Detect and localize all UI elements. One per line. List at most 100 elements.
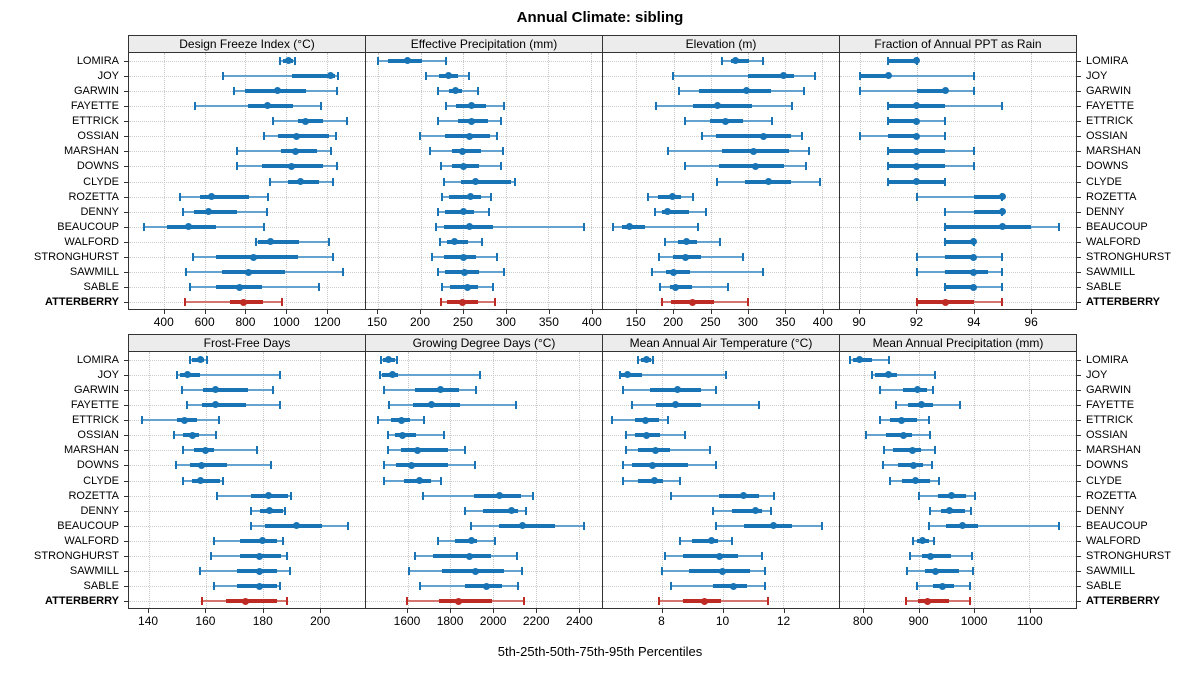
p5-p95-whisker bbox=[859, 74, 974, 77]
median-dot bbox=[650, 477, 658, 484]
whisker-cap bbox=[970, 552, 973, 561]
whisker-cap bbox=[191, 253, 194, 262]
median-dot bbox=[472, 567, 480, 575]
whisker-cap bbox=[491, 283, 494, 292]
whisker-cap bbox=[285, 597, 288, 606]
whisker-cap bbox=[670, 582, 673, 591]
y-tick-mark bbox=[124, 272, 128, 274]
x-tick-mark bbox=[377, 310, 379, 314]
y-tick-mark bbox=[124, 450, 128, 452]
median-dot bbox=[918, 537, 926, 545]
median-dot bbox=[715, 552, 723, 560]
whisker-cap bbox=[760, 552, 763, 561]
median-dot bbox=[682, 238, 690, 246]
median-dot bbox=[458, 298, 466, 306]
median-dot bbox=[459, 253, 467, 261]
site-label: ROZETTA bbox=[1086, 489, 1137, 502]
median-dot bbox=[913, 162, 921, 170]
p25-p75-bar bbox=[193, 209, 238, 214]
p5-p95-whisker bbox=[651, 271, 764, 274]
y-tick-mark bbox=[1077, 435, 1081, 437]
whisker-cap bbox=[944, 117, 947, 126]
site-label: WALFORD bbox=[1086, 235, 1141, 248]
median-dot bbox=[291, 147, 299, 155]
median-dot bbox=[899, 431, 907, 439]
whisker-cap bbox=[476, 86, 479, 95]
site-label: GARWIN bbox=[73, 84, 119, 97]
row-gridline bbox=[366, 450, 602, 452]
x-tick-label: 140 bbox=[138, 614, 159, 628]
whisker-cap bbox=[278, 400, 281, 409]
panel-frost-free-days: Frost-Free Days 140 160 180 200 bbox=[128, 334, 366, 631]
whisker-cap bbox=[933, 536, 936, 545]
site-label: WALFORD bbox=[1086, 534, 1141, 547]
median-dot bbox=[672, 283, 680, 291]
whisker-cap bbox=[912, 536, 915, 545]
median-dot bbox=[924, 597, 932, 605]
whisker-cap bbox=[582, 521, 585, 530]
p25-p75-bar bbox=[888, 134, 917, 139]
p25-p75-bar bbox=[461, 179, 511, 184]
y-tick-mark bbox=[1077, 272, 1081, 274]
median-dot bbox=[959, 522, 967, 530]
panel-plot bbox=[839, 352, 1077, 609]
site-label: STRONGHURST bbox=[34, 550, 119, 563]
x-gridline bbox=[1030, 53, 1032, 309]
median-dot bbox=[415, 477, 423, 484]
whisker-cap bbox=[1001, 101, 1004, 110]
row-gridline bbox=[366, 241, 602, 243]
x-tick-mark bbox=[974, 609, 976, 613]
whisker-cap bbox=[915, 582, 918, 591]
x-tick-label: 94 bbox=[967, 315, 981, 329]
median-dot bbox=[759, 132, 767, 140]
median-dot bbox=[242, 597, 250, 605]
whisker-cap bbox=[494, 536, 497, 545]
median-dot bbox=[455, 597, 463, 605]
whisker-cap bbox=[334, 132, 337, 141]
median-dot bbox=[466, 552, 474, 560]
row-gridline bbox=[603, 389, 839, 391]
x-gridline bbox=[535, 352, 537, 608]
p25-p75-bar bbox=[666, 270, 690, 275]
whisker-cap bbox=[281, 536, 284, 545]
whisker-cap bbox=[407, 567, 410, 576]
site-label: SAWMILL bbox=[1086, 266, 1136, 279]
median-dot bbox=[641, 416, 649, 424]
median-dot bbox=[398, 431, 406, 439]
whisker-cap bbox=[430, 253, 433, 262]
y-tick-mark bbox=[1077, 359, 1081, 361]
x-gridline bbox=[673, 53, 675, 309]
site-label: DENNY bbox=[1086, 205, 1125, 218]
p25-p75-bar bbox=[621, 224, 645, 229]
panel-growing-degree-days-c-: Growing Degree Days (°C) 1600 1800 2000 2200… bbox=[365, 334, 603, 631]
whisker-cap bbox=[1001, 253, 1004, 262]
y-tick-mark bbox=[1077, 571, 1081, 573]
x-gridline bbox=[1029, 352, 1031, 608]
y-tick-mark bbox=[1077, 586, 1081, 588]
whisker-cap bbox=[176, 370, 179, 379]
median-dot bbox=[626, 223, 634, 231]
median-dot bbox=[259, 537, 267, 545]
x-tick-label: 350 bbox=[775, 315, 796, 329]
median-dot bbox=[970, 253, 978, 261]
panel-elevation-m-: Elevation (m) 150 200 250 300 350 400 bbox=[602, 35, 840, 332]
median-dot bbox=[459, 208, 467, 216]
whisker-cap bbox=[419, 582, 422, 591]
whisker-cap bbox=[621, 476, 624, 485]
x-tick-label: 400 bbox=[153, 315, 174, 329]
median-dot bbox=[212, 386, 220, 394]
whisker-cap bbox=[173, 431, 176, 440]
x-tick-label: 12 bbox=[776, 614, 791, 628]
p25-p75-bar bbox=[692, 538, 718, 543]
site-label: ETTRICK bbox=[71, 414, 119, 427]
whisker-cap bbox=[647, 192, 650, 201]
whisker-cap bbox=[915, 192, 918, 201]
p25-p75-bar bbox=[202, 387, 249, 392]
row-gridline bbox=[840, 389, 1076, 391]
y-tick-mark bbox=[124, 374, 128, 376]
x-tick-label: 1200 bbox=[313, 315, 341, 329]
whisker-cap bbox=[621, 385, 624, 394]
p25-p75-bar bbox=[452, 149, 481, 154]
x-tick-mark bbox=[450, 609, 452, 613]
site-label: DOWNS bbox=[76, 459, 119, 472]
